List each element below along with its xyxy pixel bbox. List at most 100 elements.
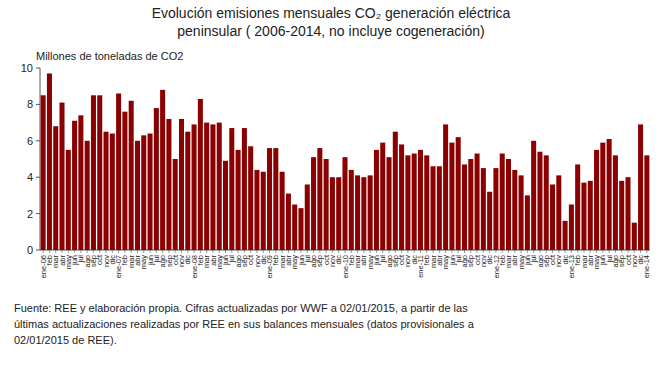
bar xyxy=(405,155,410,250)
x-tick xyxy=(332,250,333,253)
x-tick xyxy=(263,250,264,253)
x-tick xyxy=(112,250,113,253)
x-tick xyxy=(477,250,478,253)
x-tick xyxy=(602,250,603,253)
bar xyxy=(148,134,153,250)
bar xyxy=(104,132,109,250)
x-tick xyxy=(640,250,641,253)
bar xyxy=(342,157,347,250)
bar xyxy=(493,168,498,250)
bar xyxy=(431,166,436,250)
x-tick xyxy=(43,250,44,253)
x-tick xyxy=(621,250,622,253)
bar xyxy=(475,154,480,250)
bar xyxy=(487,192,492,250)
x-tick xyxy=(565,250,566,253)
x-tick xyxy=(225,250,226,253)
x-tick xyxy=(93,250,94,253)
x-tick xyxy=(609,250,610,253)
bar xyxy=(179,119,184,250)
axes: 0246810ene-06febmarabrmayjunjulagosepoct… xyxy=(21,62,652,278)
bar xyxy=(78,115,83,250)
x-tick xyxy=(200,250,201,253)
y-tick-label: 0 xyxy=(27,244,33,256)
bar xyxy=(280,172,285,250)
x-tick xyxy=(175,250,176,253)
x-tick xyxy=(615,250,616,253)
y-tick xyxy=(36,104,40,105)
bar xyxy=(273,148,278,250)
bar xyxy=(261,172,266,250)
bar xyxy=(248,146,253,250)
x-tick xyxy=(445,250,446,253)
bar xyxy=(355,175,360,250)
bar xyxy=(286,194,291,250)
x-tick xyxy=(539,250,540,253)
x-tick xyxy=(363,250,364,253)
bar xyxy=(506,159,511,250)
bar xyxy=(129,101,134,250)
bar xyxy=(173,159,178,250)
bar xyxy=(97,95,102,250)
x-tick xyxy=(244,250,245,253)
x-tick xyxy=(590,250,591,253)
bar xyxy=(110,134,115,250)
x-tick xyxy=(514,250,515,253)
bar xyxy=(550,184,555,250)
bar xyxy=(374,150,379,250)
footnote: últimas actualizaciones realizadas por R… xyxy=(14,318,475,330)
bar xyxy=(192,124,197,250)
x-tick xyxy=(326,250,327,253)
x-tick xyxy=(376,250,377,253)
x-tick xyxy=(502,250,503,253)
bar xyxy=(638,124,643,250)
bar xyxy=(462,164,467,250)
bar xyxy=(569,205,574,251)
bar xyxy=(166,119,171,250)
y-tick-label: 4 xyxy=(27,171,33,183)
x-tick xyxy=(521,250,522,253)
y-tick-label: 8 xyxy=(27,98,33,110)
x-tick xyxy=(577,250,578,253)
x-tick xyxy=(395,250,396,253)
bar xyxy=(387,157,392,250)
bar xyxy=(468,159,473,250)
x-tick xyxy=(194,250,195,253)
x-tick xyxy=(533,250,534,253)
bar xyxy=(544,155,549,250)
bar xyxy=(324,159,329,250)
bar xyxy=(236,150,241,250)
x-tick xyxy=(219,250,220,253)
bar xyxy=(292,205,297,251)
bar xyxy=(305,184,310,250)
bar xyxy=(412,154,417,250)
bar xyxy=(393,132,398,250)
x-tick xyxy=(231,250,232,253)
bar xyxy=(298,208,303,250)
bar xyxy=(116,93,121,250)
bar xyxy=(210,124,215,250)
x-tick xyxy=(596,250,597,253)
y-tick xyxy=(36,250,40,251)
bar xyxy=(349,170,354,250)
bar xyxy=(91,95,96,250)
bar xyxy=(254,170,259,250)
x-tick xyxy=(508,250,509,253)
bar xyxy=(619,181,624,250)
bars xyxy=(41,73,650,250)
bar xyxy=(59,103,64,250)
y-tick-label: 6 xyxy=(27,135,33,147)
x-tick xyxy=(250,250,251,253)
x-tick xyxy=(307,250,308,253)
x-tick xyxy=(187,250,188,253)
bar xyxy=(500,154,505,250)
x-tick xyxy=(420,250,421,253)
x-tick xyxy=(74,250,75,253)
bar xyxy=(525,195,530,250)
x-tick xyxy=(439,250,440,253)
x-tick xyxy=(162,250,163,253)
x-tick xyxy=(489,250,490,253)
bar xyxy=(537,152,542,250)
x-tick xyxy=(495,250,496,253)
bar xyxy=(607,139,612,250)
